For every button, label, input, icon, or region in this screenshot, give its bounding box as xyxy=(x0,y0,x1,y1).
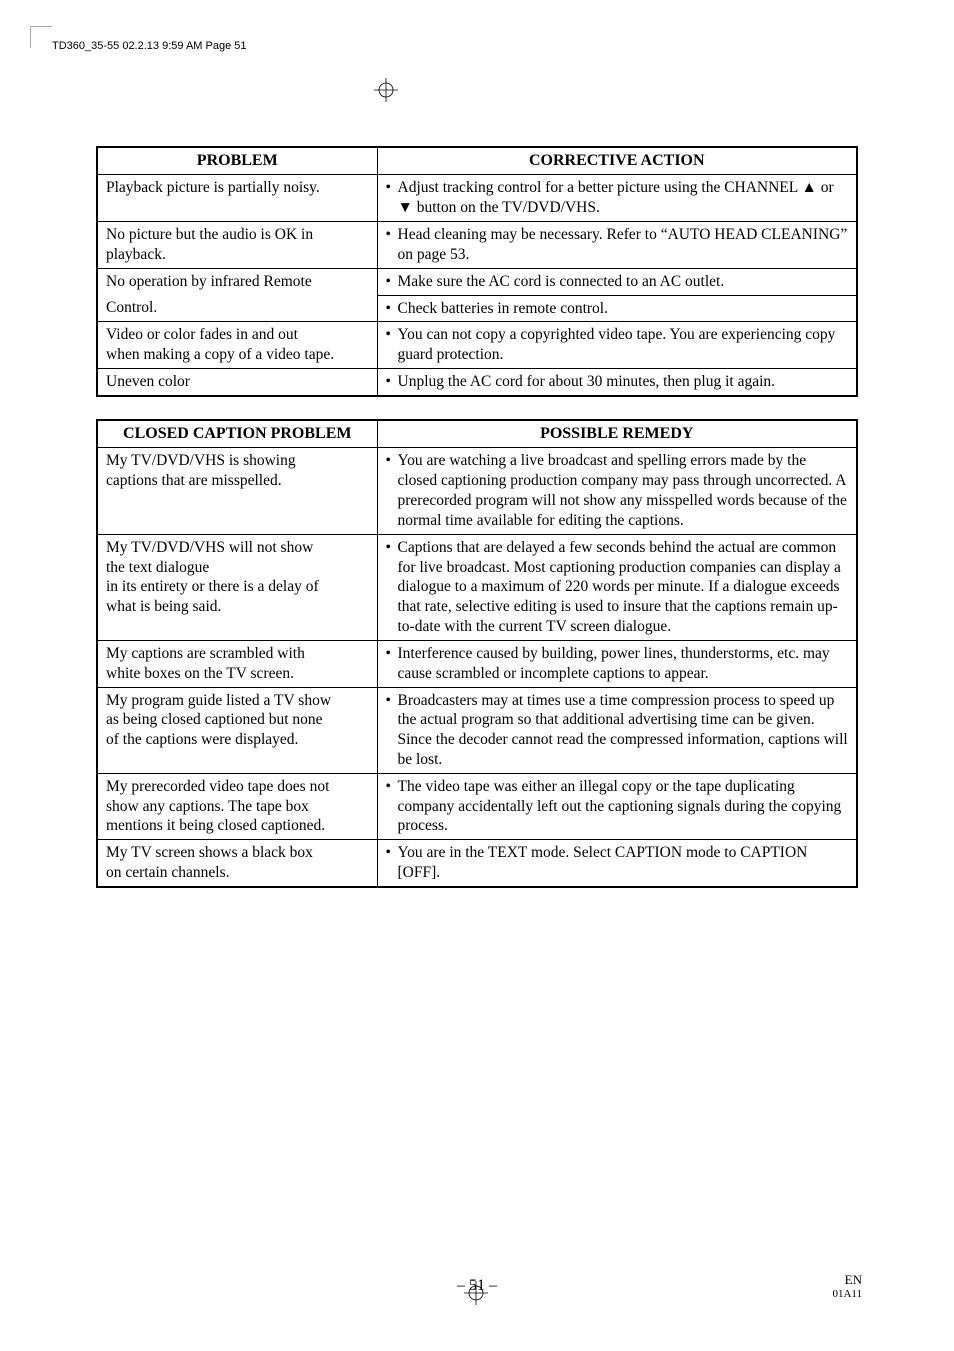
action-cell: •You can not copy a copyrighted video ta… xyxy=(377,322,857,369)
col-header-problem: PROBLEM xyxy=(97,147,377,175)
col-header-remedy: POSSIBLE REMEDY xyxy=(377,420,857,448)
action-cell: •Unplug the AC cord for about 30 minutes… xyxy=(377,369,857,396)
col-header-action: CORRECTIVE ACTION xyxy=(377,147,857,175)
page-content: PROBLEM CORRECTIVE ACTION Playback pictu… xyxy=(96,146,858,910)
problem-cell: No picture but the audio is OK in playba… xyxy=(97,222,377,269)
registration-mark-icon xyxy=(374,78,398,102)
table-row: Control. •Check batteries in remote cont… xyxy=(97,295,857,322)
page-number: – 51 – xyxy=(0,1277,954,1295)
problem-action-table: PROBLEM CORRECTIVE ACTION Playback pictu… xyxy=(96,146,858,397)
remedy-cell: •Captions that are delayed a few seconds… xyxy=(377,534,857,640)
table-row: My TV/DVD/VHS will not show the text dia… xyxy=(97,534,857,640)
remedy-cell: •You are watching a live broadcast and s… xyxy=(377,448,857,534)
problem-cell: My prerecorded video tape does not show … xyxy=(97,773,377,839)
table-row: My prerecorded video tape does not show … xyxy=(97,773,857,839)
problem-cell: No operation by infrared Remote xyxy=(97,268,377,295)
problem-cell: Video or color fades in and out when mak… xyxy=(97,322,377,369)
footer-code: 01A11 xyxy=(832,1288,862,1301)
action-cell: •Adjust tracking control for a better pi… xyxy=(377,175,857,222)
problem-cell: Playback picture is partially noisy. xyxy=(97,175,377,222)
problem-cell: My TV/DVD/VHS will not show the text dia… xyxy=(97,534,377,640)
action-cell: •Make sure the AC cord is connected to a… xyxy=(377,268,857,295)
table-row: My captions are scrambled with white box… xyxy=(97,640,857,687)
problem-cell: Control. xyxy=(97,295,377,322)
table-row: No operation by infrared Remote •Make su… xyxy=(97,268,857,295)
problem-cell: Uneven color xyxy=(97,369,377,396)
problem-cell: My program guide listed a TV show as bei… xyxy=(97,687,377,773)
problem-cell: My captions are scrambled with white box… xyxy=(97,640,377,687)
remedy-cell: •Interference caused by building, power … xyxy=(377,640,857,687)
table-row: Video or color fades in and out when mak… xyxy=(97,322,857,369)
problem-cell: My TV/DVD/VHS is showing captions that a… xyxy=(97,448,377,534)
col-header-cc-problem: CLOSED CAPTION PROBLEM xyxy=(97,420,377,448)
table-row: Playback picture is partially noisy. •Ad… xyxy=(97,175,857,222)
table-row: Uneven color •Unplug the AC cord for abo… xyxy=(97,369,857,396)
remedy-cell: •Broadcasters may at times use a time co… xyxy=(377,687,857,773)
remedy-cell: •You are in the TEXT mode. Select CAPTIO… xyxy=(377,840,857,887)
remedy-cell: •The video tape was either an illegal co… xyxy=(377,773,857,839)
table-row: No picture but the audio is OK in playba… xyxy=(97,222,857,269)
table-row: My TV screen shows a black box on certai… xyxy=(97,840,857,887)
header-slug: TD360_35-55 02.2.13 9:59 AM Page 51 xyxy=(52,40,246,52)
action-cell: •Head cleaning may be necessary. Refer t… xyxy=(377,222,857,269)
problem-cell: My TV screen shows a black box on certai… xyxy=(97,840,377,887)
table-row: My TV/DVD/VHS is showing captions that a… xyxy=(97,448,857,534)
crop-mark-tl xyxy=(30,26,52,48)
caption-problem-table: CLOSED CAPTION PROBLEM POSSIBLE REMEDY M… xyxy=(96,419,858,888)
table-row: My program guide listed a TV show as bei… xyxy=(97,687,857,773)
footer-en-label: EN xyxy=(832,1272,862,1288)
footer-right: EN 01A11 xyxy=(832,1272,862,1301)
action-cell: •Check batteries in remote control. xyxy=(377,295,857,322)
